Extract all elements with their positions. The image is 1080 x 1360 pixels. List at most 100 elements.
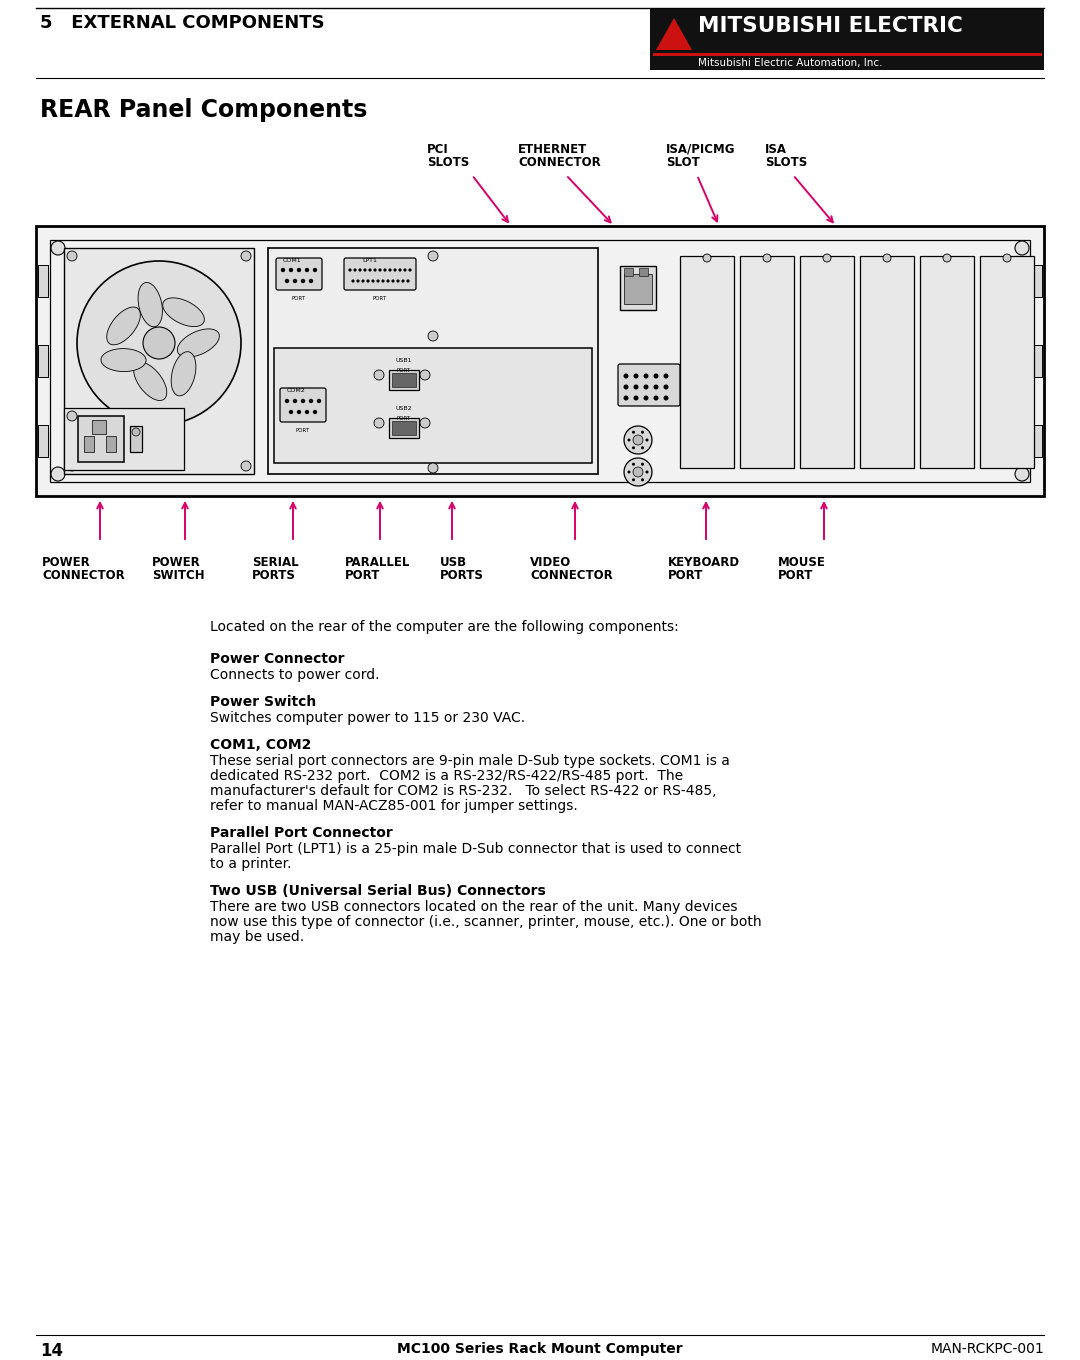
- Circle shape: [356, 279, 360, 283]
- Circle shape: [241, 252, 251, 261]
- Bar: [78, 416, 124, 462]
- Circle shape: [297, 268, 301, 272]
- Circle shape: [362, 279, 365, 283]
- Circle shape: [285, 279, 289, 283]
- Circle shape: [646, 471, 648, 473]
- Circle shape: [653, 396, 659, 400]
- Circle shape: [391, 279, 394, 283]
- Text: Switches computer power to 115 or 230 VAC.: Switches computer power to 115 or 230 VA…: [210, 711, 525, 725]
- Bar: [680, 256, 734, 468]
- Bar: [1032, 265, 1042, 296]
- Text: PORT: PORT: [373, 296, 387, 301]
- Text: VIDEO: VIDEO: [530, 556, 571, 568]
- Text: COM2: COM2: [286, 388, 306, 393]
- Circle shape: [374, 268, 377, 272]
- Circle shape: [703, 254, 711, 262]
- FancyBboxPatch shape: [276, 258, 322, 290]
- Text: CONNECTOR: CONNECTOR: [518, 156, 600, 169]
- Ellipse shape: [107, 307, 140, 345]
- Circle shape: [623, 396, 629, 400]
- Text: ISA/PICMG: ISA/PICMG: [666, 143, 735, 156]
- Circle shape: [642, 462, 644, 465]
- Bar: [38, 424, 48, 457]
- Circle shape: [406, 279, 409, 283]
- FancyBboxPatch shape: [345, 258, 416, 290]
- Circle shape: [632, 431, 635, 434]
- Text: These serial port connectors are 9-pin male D-Sub type sockets. COM1 is a: These serial port connectors are 9-pin m…: [210, 753, 730, 768]
- Text: PORTS: PORTS: [252, 568, 296, 582]
- Circle shape: [663, 385, 669, 389]
- Circle shape: [387, 279, 390, 283]
- Bar: [274, 348, 592, 462]
- Text: REAR Panel Components: REAR Panel Components: [40, 98, 367, 122]
- Text: KEYBOARD: KEYBOARD: [669, 556, 740, 568]
- Circle shape: [633, 466, 643, 477]
- Text: MITSUBISHI ELECTRIC: MITSUBISHI ELECTRIC: [698, 16, 963, 35]
- Circle shape: [305, 268, 309, 272]
- Text: MC100 Series Rack Mount Computer: MC100 Series Rack Mount Computer: [397, 1342, 683, 1356]
- Text: SLOTS: SLOTS: [765, 156, 807, 169]
- Circle shape: [402, 279, 405, 283]
- Ellipse shape: [102, 348, 146, 371]
- Circle shape: [309, 398, 313, 403]
- Circle shape: [77, 261, 241, 424]
- Circle shape: [368, 268, 372, 272]
- Text: now use this type of connector (i.e., scanner, printer, mouse, etc.). One or bot: now use this type of connector (i.e., sc…: [210, 915, 761, 929]
- Text: There are two USB connectors located on the rear of the unit. Many devices: There are two USB connectors located on …: [210, 900, 738, 914]
- Bar: [268, 248, 598, 475]
- Text: Mitsubishi Electric Automation, Inc.: Mitsubishi Electric Automation, Inc.: [698, 58, 882, 68]
- Text: PORT: PORT: [669, 568, 703, 582]
- Text: SWITCH: SWITCH: [152, 568, 204, 582]
- Circle shape: [374, 418, 384, 428]
- Bar: [50, 239, 1030, 481]
- Bar: [389, 418, 419, 438]
- Circle shape: [301, 398, 306, 403]
- Circle shape: [353, 268, 356, 272]
- Text: POWER: POWER: [152, 556, 201, 568]
- Circle shape: [67, 252, 77, 261]
- Circle shape: [389, 268, 392, 272]
- Text: manufacturer's default for COM2 is RS-232.   To select RS-422 or RS-485,: manufacturer's default for COM2 is RS-23…: [210, 783, 716, 798]
- Bar: [860, 256, 914, 468]
- Text: 5   EXTERNAL COMPONENTS: 5 EXTERNAL COMPONENTS: [40, 14, 325, 33]
- Circle shape: [420, 418, 430, 428]
- Bar: [64, 248, 254, 475]
- Text: USB1: USB1: [395, 358, 413, 363]
- Circle shape: [663, 374, 669, 378]
- Circle shape: [653, 385, 659, 389]
- Text: USB: USB: [440, 556, 468, 568]
- Circle shape: [381, 279, 384, 283]
- Bar: [1032, 345, 1042, 377]
- Circle shape: [288, 268, 293, 272]
- Ellipse shape: [172, 352, 195, 396]
- Circle shape: [624, 458, 652, 486]
- Circle shape: [67, 461, 77, 471]
- Circle shape: [623, 385, 629, 389]
- Text: PCI: PCI: [427, 143, 449, 156]
- Text: CONNECTOR: CONNECTOR: [530, 568, 612, 582]
- Text: PORT: PORT: [296, 428, 310, 432]
- Text: ISA: ISA: [765, 143, 787, 156]
- Circle shape: [366, 279, 369, 283]
- Circle shape: [393, 268, 396, 272]
- Text: COM1: COM1: [283, 258, 301, 262]
- Bar: [920, 256, 974, 468]
- Bar: [106, 437, 116, 452]
- Circle shape: [408, 268, 411, 272]
- Circle shape: [349, 268, 352, 272]
- Circle shape: [316, 398, 321, 403]
- Circle shape: [632, 462, 635, 465]
- Circle shape: [1015, 466, 1029, 481]
- Circle shape: [313, 409, 318, 415]
- Circle shape: [293, 398, 297, 403]
- Circle shape: [372, 279, 375, 283]
- Circle shape: [143, 326, 175, 359]
- Circle shape: [378, 268, 381, 272]
- Text: Located on the rear of the computer are the following components:: Located on the rear of the computer are …: [210, 620, 678, 634]
- Text: PORT: PORT: [397, 416, 411, 422]
- Text: to a printer.: to a printer.: [210, 857, 292, 870]
- Text: COM1, COM2: COM1, COM2: [210, 738, 311, 752]
- Text: refer to manual MAN-ACZ85-001 for jumper settings.: refer to manual MAN-ACZ85-001 for jumper…: [210, 800, 578, 813]
- Circle shape: [663, 396, 669, 400]
- Circle shape: [632, 446, 635, 449]
